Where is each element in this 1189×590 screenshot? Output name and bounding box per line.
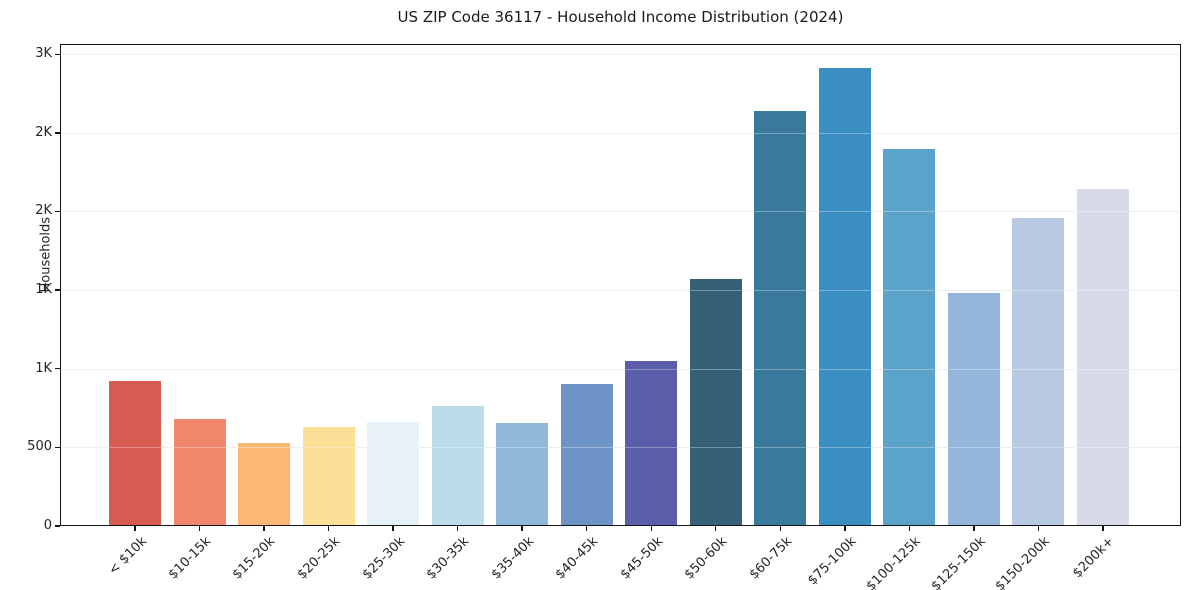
x-tick-label: $150-200k: [992, 534, 1054, 590]
x-tick-mark: [134, 526, 136, 531]
gridline-overlay: [60, 290, 1181, 292]
bar-$30-35k: [431, 406, 484, 526]
y-tick-label: 1K: [35, 360, 52, 376]
x-tick-label: $125-150k: [928, 534, 989, 590]
gridline: [60, 132, 1181, 134]
y-tick-label: 2K: [35, 203, 52, 219]
y-tick-mark: [55, 368, 60, 370]
bar-$50-60k: [689, 279, 742, 526]
x-tick-label: $10-15k: [165, 534, 215, 583]
x-tick-mark: [715, 526, 717, 531]
x-tick-label: $30-35k: [423, 534, 473, 583]
x-tick-mark: [1102, 526, 1104, 531]
y-tick-mark: [55, 132, 60, 134]
chart-title: US ZIP Code 36117 - Household Income Dis…: [397, 8, 844, 26]
x-tick-mark: [521, 526, 523, 531]
bar-$40-45k: [560, 383, 613, 526]
x-tick-label: $25-30k: [359, 534, 408, 583]
x-tick-label: $40-45k: [552, 534, 602, 583]
x-tick-mark: [779, 526, 781, 531]
gridline-overlay: [60, 447, 1181, 449]
gridline-overlay: [60, 54, 1181, 56]
x-tick-mark: [650, 526, 652, 531]
bar-< $10k: [109, 381, 161, 526]
plot-area: [60, 44, 1181, 526]
x-tick-mark: [973, 526, 975, 531]
y-tick-mark: [55, 446, 60, 449]
y-tick-mark: [55, 53, 60, 55]
x-tick-mark: [1037, 526, 1040, 531]
bar-$25-30k: [367, 422, 420, 526]
x-tick-label: $60-75k: [746, 534, 795, 583]
gridline-overlay: [60, 368, 1181, 370]
bar-$15-20k: [238, 443, 291, 526]
gridline: [60, 290, 1181, 292]
y-tick-label: 2K: [35, 124, 52, 140]
y-tick-label: 3K: [35, 46, 52, 62]
gridline: [60, 211, 1181, 213]
x-tick-label: $15-20k: [230, 534, 279, 583]
bar-$150-200k: [1012, 217, 1065, 526]
x-tick-mark: [908, 526, 911, 531]
bar-$125-150k: [947, 293, 1000, 526]
x-tick-label: $75-100k: [805, 534, 860, 589]
y-tick-label: 1K: [35, 282, 52, 298]
gridline: [60, 54, 1181, 56]
bar-$45-50k: [625, 360, 678, 526]
gridline-overlay: [60, 211, 1181, 213]
bar-$20-25k: [302, 426, 355, 526]
bar-$60-75k: [754, 110, 807, 526]
x-tick-label: $20-25k: [294, 534, 344, 583]
x-tick-mark: [586, 526, 588, 531]
bar-$35-40k: [496, 423, 549, 526]
gridline: [60, 447, 1181, 449]
bar-$75-100k: [818, 68, 871, 526]
x-tick-label: $35-40k: [488, 534, 537, 583]
y-tick-label: 500: [27, 439, 52, 455]
y-tick-mark: [55, 525, 60, 527]
gridline: [60, 368, 1181, 370]
x-tick-mark: [844, 526, 846, 531]
y-tick-label: 0: [43, 518, 52, 533]
x-tick-label: $45-50k: [617, 534, 666, 583]
gridline-overlay: [60, 132, 1181, 134]
x-tick-label: $50-60k: [681, 534, 731, 583]
bar-$200k+: [1076, 189, 1129, 526]
x-tick-label: < $10k: [105, 534, 150, 579]
x-tick-mark: [392, 526, 394, 531]
bar-$10-15k: [173, 419, 226, 526]
x-tick-label: $200k+: [1070, 534, 1118, 582]
x-tick-mark: [263, 526, 265, 531]
y-tick-mark: [55, 210, 60, 213]
x-tick-mark: [327, 526, 330, 531]
x-tick-mark: [456, 526, 459, 531]
y-tick-mark: [55, 289, 60, 291]
x-tick-mark: [198, 526, 201, 531]
x-tick-label: $100-125k: [863, 534, 924, 590]
bar-$100-125k: [883, 148, 936, 526]
